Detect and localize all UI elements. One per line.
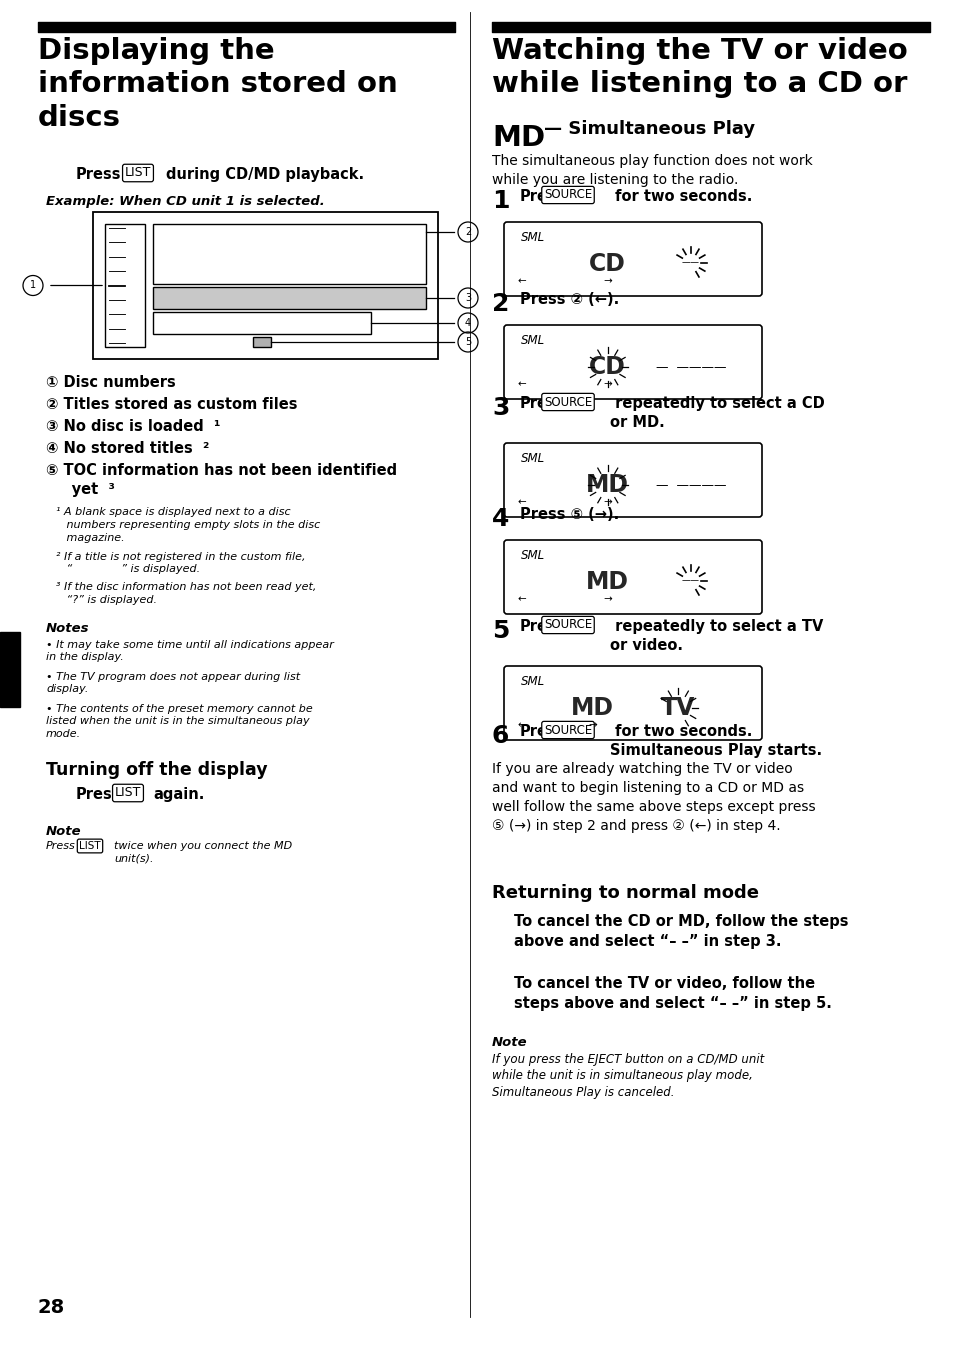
Text: Press: Press bbox=[519, 189, 565, 204]
Text: • The TV program does not appear during list
display.: • The TV program does not appear during … bbox=[46, 672, 300, 695]
Text: ③ No disc is loaded  ¹: ③ No disc is loaded ¹ bbox=[46, 419, 220, 434]
FancyBboxPatch shape bbox=[503, 443, 761, 516]
Text: SML: SML bbox=[520, 452, 544, 465]
Text: LIST: LIST bbox=[114, 787, 141, 799]
Text: —  ————: — ———— bbox=[655, 479, 725, 492]
Text: Notes: Notes bbox=[46, 622, 90, 634]
Text: 1: 1 bbox=[492, 189, 509, 214]
Text: →: → bbox=[588, 721, 597, 730]
Text: Watching the TV or video
while listening to a CD or: Watching the TV or video while listening… bbox=[492, 37, 907, 99]
Text: ←: ← bbox=[517, 721, 526, 730]
Text: ³ If the disc information has not been read yet,
   “?” is displayed.: ³ If the disc information has not been r… bbox=[56, 583, 316, 606]
Bar bbox=[0, 631, 20, 707]
Text: Press: Press bbox=[46, 841, 75, 850]
Text: SML: SML bbox=[520, 675, 544, 688]
FancyBboxPatch shape bbox=[253, 337, 271, 347]
Text: →: → bbox=[603, 276, 612, 287]
Text: 5: 5 bbox=[492, 619, 509, 644]
Text: ←: ← bbox=[517, 276, 526, 287]
Text: Press: Press bbox=[76, 168, 121, 183]
Text: Press: Press bbox=[519, 725, 565, 740]
Text: ¹ A blank space is displayed next to a disc
   numbers representing empty slots : ¹ A blank space is displayed next to a d… bbox=[56, 507, 320, 542]
Text: ① Disc numbers: ① Disc numbers bbox=[46, 375, 175, 389]
Text: again.: again. bbox=[152, 787, 204, 802]
Text: Press: Press bbox=[519, 396, 565, 411]
Text: TV: TV bbox=[660, 696, 695, 721]
Text: Returning to normal mode: Returning to normal mode bbox=[492, 884, 759, 902]
FancyBboxPatch shape bbox=[503, 667, 761, 740]
FancyBboxPatch shape bbox=[152, 224, 426, 284]
Text: Press: Press bbox=[76, 787, 121, 802]
Text: To cancel the TV or video, follow the
steps above and select “– –” in step 5.: To cancel the TV or video, follow the st… bbox=[514, 976, 831, 1011]
Text: 3: 3 bbox=[492, 396, 509, 420]
Text: →: → bbox=[603, 594, 612, 604]
Text: LIST: LIST bbox=[125, 166, 151, 180]
Text: during CD/MD playback.: during CD/MD playback. bbox=[166, 168, 364, 183]
Text: repeatedly to select a TV
or video.: repeatedly to select a TV or video. bbox=[609, 619, 822, 653]
FancyBboxPatch shape bbox=[92, 212, 437, 360]
Text: — Simultaneous Play: — Simultaneous Play bbox=[543, 120, 755, 138]
Text: ⑤ TOC information has not been identified
     yet  ³: ⑤ TOC information has not been identifie… bbox=[46, 462, 396, 496]
Text: Displaying the
information stored on
discs: Displaying the information stored on dis… bbox=[38, 37, 397, 132]
Text: 6: 6 bbox=[492, 725, 509, 748]
Text: —  ————: — ———— bbox=[655, 361, 725, 375]
Text: Press: Press bbox=[519, 619, 565, 634]
Text: 5: 5 bbox=[464, 337, 471, 347]
Text: SML: SML bbox=[520, 549, 544, 562]
Text: 4: 4 bbox=[464, 318, 471, 329]
Text: ←: ← bbox=[517, 594, 526, 604]
Text: 28: 28 bbox=[38, 1298, 65, 1317]
Text: Example: When CD unit 1 is selected.: Example: When CD unit 1 is selected. bbox=[46, 195, 324, 208]
FancyBboxPatch shape bbox=[105, 224, 145, 347]
Text: MD: MD bbox=[492, 124, 544, 151]
Text: repeatedly to select a CD
or MD.: repeatedly to select a CD or MD. bbox=[609, 396, 824, 430]
Text: →: → bbox=[603, 498, 612, 507]
Text: MD: MD bbox=[586, 571, 629, 595]
Text: CD: CD bbox=[589, 356, 625, 380]
FancyBboxPatch shape bbox=[152, 287, 426, 310]
Text: • The contents of the preset memory cannot be
listed when the unit is in the sim: • The contents of the preset memory cann… bbox=[46, 703, 313, 740]
Text: • It may take some time until all indications appear
in the display.: • It may take some time until all indica… bbox=[46, 639, 334, 662]
Text: The simultaneous play function does not work
while you are listening to the radi: The simultaneous play function does not … bbox=[492, 154, 812, 187]
Text: Press ② (←).: Press ② (←). bbox=[519, 292, 618, 307]
Text: →: → bbox=[603, 379, 612, 389]
Text: SOURCE: SOURCE bbox=[543, 723, 592, 737]
FancyBboxPatch shape bbox=[503, 222, 761, 296]
Text: ←: ← bbox=[517, 498, 526, 507]
Text: If you are already watching the TV or video
and want to begin listening to a CD : If you are already watching the TV or vi… bbox=[492, 763, 815, 833]
FancyBboxPatch shape bbox=[503, 539, 761, 614]
Text: SML: SML bbox=[520, 231, 544, 243]
Text: ←: ← bbox=[517, 379, 526, 389]
Text: 2: 2 bbox=[492, 292, 509, 316]
Text: 3: 3 bbox=[464, 293, 471, 303]
Text: SOURCE: SOURCE bbox=[543, 618, 592, 631]
Text: If you press the EJECT button on a CD/MD unit
while the unit is in simultaneous : If you press the EJECT button on a CD/MD… bbox=[492, 1053, 763, 1099]
Text: MD: MD bbox=[586, 473, 629, 498]
Text: for two seconds.: for two seconds. bbox=[609, 189, 752, 204]
FancyBboxPatch shape bbox=[503, 324, 761, 399]
Text: LIST: LIST bbox=[79, 841, 101, 850]
Text: To cancel the CD or MD, follow the steps
above and select “– –” in step 3.: To cancel the CD or MD, follow the steps… bbox=[514, 914, 847, 949]
Text: 2: 2 bbox=[464, 227, 471, 237]
Text: ² If a title is not registered in the custom file,
   “              ” is displa: ² If a title is not registered in the cu… bbox=[56, 552, 305, 575]
Text: Note: Note bbox=[492, 1036, 527, 1049]
Text: Note: Note bbox=[46, 825, 82, 838]
Text: ④ No stored titles  ²: ④ No stored titles ² bbox=[46, 441, 209, 456]
Text: ——: —— bbox=[681, 576, 700, 585]
Text: MD: MD bbox=[571, 696, 614, 721]
Text: for two seconds.
Simultaneous Play starts.: for two seconds. Simultaneous Play start… bbox=[609, 725, 821, 758]
FancyBboxPatch shape bbox=[152, 312, 371, 334]
Text: Press ⑤ (→).: Press ⑤ (→). bbox=[519, 507, 618, 522]
Text: CD: CD bbox=[589, 253, 625, 276]
Text: SOURCE: SOURCE bbox=[543, 188, 592, 201]
Text: twice when you connect the MD
unit(s).: twice when you connect the MD unit(s). bbox=[113, 841, 292, 864]
Text: SML: SML bbox=[520, 334, 544, 347]
Text: ② Titles stored as custom files: ② Titles stored as custom files bbox=[46, 397, 297, 412]
Text: ——: —— bbox=[681, 258, 700, 268]
Text: 4: 4 bbox=[492, 507, 509, 531]
Text: Turning off the display: Turning off the display bbox=[46, 761, 268, 779]
Text: SOURCE: SOURCE bbox=[543, 396, 592, 408]
Text: 1: 1 bbox=[30, 280, 36, 291]
